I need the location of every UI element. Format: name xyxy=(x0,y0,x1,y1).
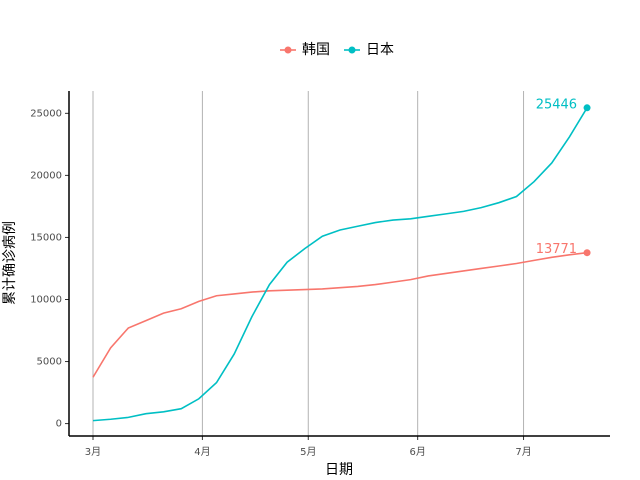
legend-label: 日本 xyxy=(366,42,394,58)
series-line xyxy=(92,251,588,378)
value-label: 13771 xyxy=(536,242,577,257)
x-tick-label: 6月 xyxy=(409,446,425,458)
y-tick-label: 15000 xyxy=(30,232,62,243)
series-line xyxy=(92,107,588,422)
y-tick-label: 10000 xyxy=(30,294,62,305)
value-label: 25446 xyxy=(536,97,577,112)
end-point xyxy=(583,104,591,112)
end-point xyxy=(583,249,591,257)
legend-point xyxy=(284,46,292,54)
x-tick-label: 4月 xyxy=(194,446,210,458)
x-tick-label: 3月 xyxy=(85,446,101,458)
y-tick-label: 25000 xyxy=(30,108,62,119)
legend-point xyxy=(348,46,356,54)
y-tick-label: 5000 xyxy=(37,357,62,368)
x-tick-label: 5月 xyxy=(300,446,316,458)
y-tick-label: 0 xyxy=(56,419,62,430)
x-axis-title: 日期 xyxy=(325,462,353,478)
y-axis-title: 累计确诊病例 xyxy=(2,221,18,305)
legend-label: 韩国 xyxy=(302,42,330,58)
y-tick-label: 20000 xyxy=(30,170,62,181)
x-tick-label: 7月 xyxy=(515,446,531,458)
